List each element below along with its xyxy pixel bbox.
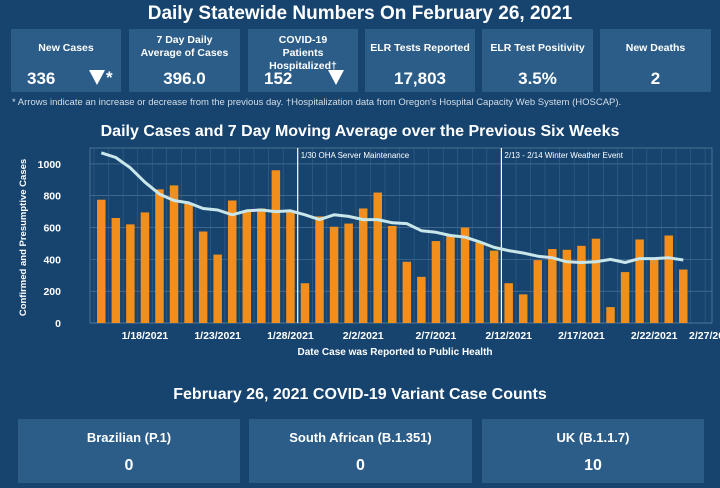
cases-chart: 0 200 400 600 800 1000 1/30 OHA Server Mainten… xyxy=(18,147,720,358)
bar xyxy=(533,260,543,323)
card-label: New Cases xyxy=(38,42,94,54)
bar xyxy=(140,212,150,323)
variant-value: 10 xyxy=(584,457,602,474)
card-label: COVID-19 Patients Hospitalized† xyxy=(269,34,337,72)
page-title: Daily Statewide Numbers On February 26, … xyxy=(147,3,573,24)
x-tick-label: 2/17/2021 xyxy=(558,330,605,342)
variant-title: February 26, 2021 COVID-19 Variant Case … xyxy=(173,386,547,403)
bar xyxy=(562,249,572,323)
decrease-arrow-icon xyxy=(328,70,344,85)
card-7-day-average: 7 Day Daily Average of Cases 396.0 xyxy=(129,29,240,92)
variant-value: 0 xyxy=(356,457,365,474)
bar xyxy=(620,272,630,323)
bar xyxy=(548,249,557,323)
y-tick-label: 800 xyxy=(43,191,61,203)
card-value: 336 xyxy=(27,69,56,88)
bar xyxy=(679,269,688,323)
card-new-cases: New Cases 336 * xyxy=(11,29,121,92)
y-tick-label: 0 xyxy=(55,318,61,330)
card-value: 152 xyxy=(264,69,293,88)
annotation-label: 2/13 - 2/14 Winter Weather Event xyxy=(504,151,623,160)
footnote: * Arrows indicate an increase or decreas… xyxy=(12,97,622,108)
decrease-arrow-icon xyxy=(89,70,105,85)
x-tick-label: 2/27/2021 xyxy=(689,330,720,342)
card-label: 7 Day Daily Average of Cases xyxy=(140,34,229,59)
bar xyxy=(475,242,484,323)
bar xyxy=(460,227,470,323)
bar xyxy=(286,210,295,323)
variant-label: UK (B.1.1.7) xyxy=(556,430,630,445)
bar xyxy=(635,239,644,323)
bar xyxy=(489,250,499,323)
card-value: 2 xyxy=(650,69,661,88)
stat-cards: New Cases 336 * 7 Day Daily Average of C… xyxy=(11,29,711,92)
variant-value: 0 xyxy=(124,457,134,474)
bar xyxy=(184,203,193,323)
moving-average-line xyxy=(100,151,684,264)
bar xyxy=(271,170,281,323)
y-tick-label: 1000 xyxy=(38,159,62,171)
annotation-label: 1/30 OHA Server Maintenance xyxy=(301,151,410,160)
card-label: ELR Tests Reported xyxy=(370,42,470,54)
variant-card-brazilian: Brazilian (P.1) 0 xyxy=(18,419,240,483)
y-tick-label: 400 xyxy=(43,254,61,266)
bar xyxy=(446,235,455,323)
card-new-deaths: New Deaths 2 xyxy=(600,29,711,92)
x-tick-label: 2/7/2021 xyxy=(415,330,456,342)
x-tick-label: 1/28/2021 xyxy=(267,330,314,342)
x-tick-label: 2/12/2021 xyxy=(485,330,532,342)
bar xyxy=(417,276,426,323)
bar xyxy=(242,210,252,323)
bar xyxy=(402,261,412,323)
variant-card-uk: UK (B.1.1.7) 10 xyxy=(482,419,704,483)
x-tick-label: 1/18/2021 xyxy=(122,330,169,342)
bar xyxy=(518,294,528,323)
bar xyxy=(111,218,121,323)
bar xyxy=(431,241,441,323)
bar xyxy=(504,283,513,323)
bar xyxy=(155,189,164,323)
y-tick-label: 600 xyxy=(43,223,61,235)
bar xyxy=(126,224,135,323)
bar xyxy=(664,235,673,323)
card-value: 3.5% xyxy=(518,69,557,88)
card-label: ELR Test Positivity xyxy=(490,42,585,54)
card-value: 17,803 xyxy=(394,69,446,88)
bar xyxy=(606,307,615,323)
bar xyxy=(373,192,382,323)
bar xyxy=(300,283,310,323)
bar xyxy=(213,254,222,323)
bar xyxy=(344,223,353,323)
card-hospitalized: COVID-19 Patients Hospitalized† 152 xyxy=(248,29,358,92)
bar xyxy=(227,200,237,323)
plot-frame xyxy=(89,147,713,324)
bar xyxy=(649,257,659,323)
card-test-positivity: ELR Test Positivity 3.5% xyxy=(482,29,593,92)
y-axis-title: Confirmed and Presumptive Cases xyxy=(18,159,29,316)
variant-label: Brazilian (P.1) xyxy=(86,430,172,445)
x-tick-label: 2/2/2021 xyxy=(343,330,384,342)
card-label: New Deaths xyxy=(625,42,686,54)
bar xyxy=(198,231,208,323)
bar xyxy=(329,226,339,323)
bar xyxy=(591,238,601,323)
bar xyxy=(577,245,586,323)
bar xyxy=(97,199,106,323)
bar xyxy=(169,185,179,323)
y-tick-label: 200 xyxy=(43,286,61,298)
card-elr-tests: ELR Tests Reported 17,803 xyxy=(365,29,475,92)
variant-card-south-african: South African (B.1.351) 0 xyxy=(249,419,472,483)
chart-title: Daily Cases and 7 Day Moving Average ove… xyxy=(100,123,620,140)
x-axis-title: Date Case was Reported to Public Health xyxy=(297,347,492,358)
x-tick-label: 1/23/2021 xyxy=(194,330,241,342)
bar xyxy=(358,208,368,323)
x-tick-label: 2/22/2021 xyxy=(631,330,678,342)
bar xyxy=(388,225,397,323)
bar xyxy=(257,208,266,323)
bar xyxy=(315,216,324,323)
arrow-footnote-marker: * xyxy=(106,68,113,87)
variant-label: South African (B.1.351) xyxy=(289,430,432,445)
card-value: 396.0 xyxy=(163,69,206,88)
